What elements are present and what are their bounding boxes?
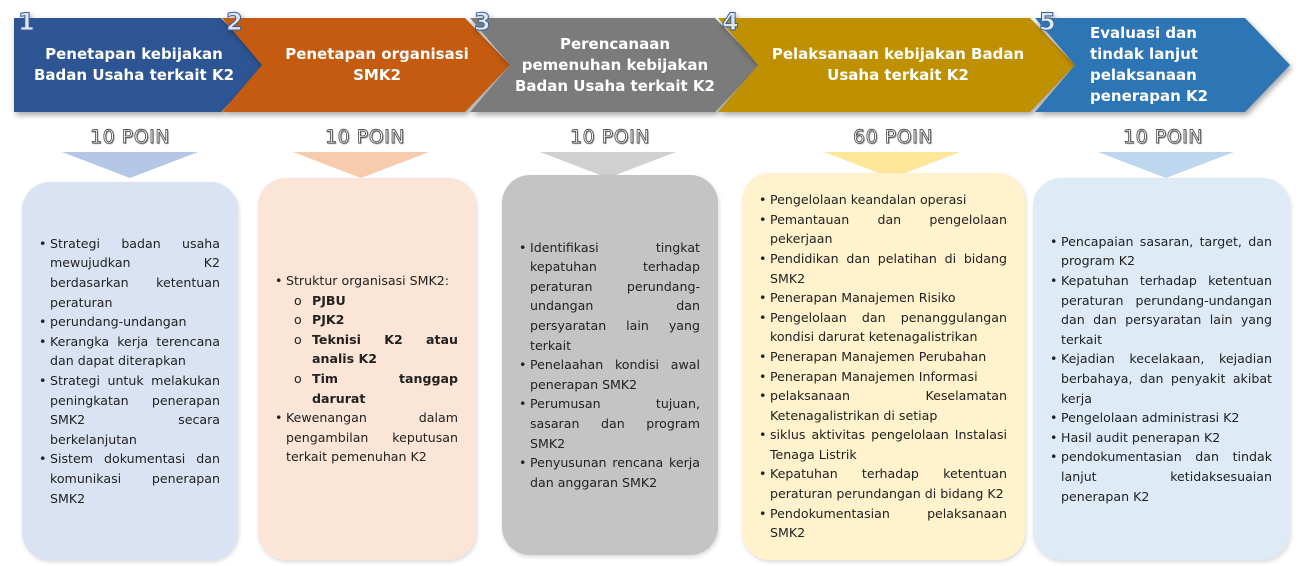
- list-item: Kepatuhan terhadap ketentuan peraturan p…: [1050, 271, 1272, 349]
- list-item: perundang-undangan: [39, 312, 220, 332]
- list-item: Pengelolaan keandalan operasi: [759, 190, 1007, 210]
- detail-list: Pengelolaan keandalan operasiPemantauan …: [742, 190, 1025, 543]
- step-number: 3: [474, 8, 492, 37]
- sub-list-item: Tim tanggap darurat: [286, 369, 458, 408]
- list-item: Penerapan Manajemen Informasi: [759, 367, 1007, 387]
- list-item: Penyusunan rencana kerja dan anggaran SM…: [519, 453, 700, 492]
- list-item: Strategi untuk melakukan peningkatan pen…: [39, 371, 220, 449]
- step-chevron-3: 3 Perencanaan pemenuhan kebijakan Badan U…: [470, 8, 760, 112]
- sub-list-item: PJK2: [286, 310, 458, 330]
- step-title: Evaluasi dan tindak lanjut pelaksanaan p…: [1090, 24, 1209, 105]
- step-title: Penetapan kebijakan Badan Usaha terkait …: [34, 45, 235, 84]
- sub-list-item: PJBU: [286, 291, 458, 311]
- step-chevron-1: 1 Penetapan kebijakan Badan Usaha terkait…: [14, 8, 266, 112]
- list-item: Penerapan Manajemen Risiko: [759, 288, 1007, 308]
- points-label: 10 POIN: [90, 126, 170, 149]
- list-item: Perumusan tujuan, sasaran dan program SM…: [519, 394, 700, 453]
- step-title: Perencanaan pemenuhan kebijakan Badan Us…: [514, 34, 715, 95]
- list-item: Pengelolaan dan penanggulangan kondisi d…: [759, 308, 1007, 347]
- detail-list: Struktur organisasi SMK2:PJBUPJK2Teknisi…: [258, 271, 476, 467]
- list-item: pelaksanaan Keselamatan Ketenagalistrika…: [759, 386, 1007, 425]
- list-item: Kejadian kecelakaan, kejadian berbahaya,…: [1050, 349, 1272, 408]
- list-item: Penelaahan kondisi awal penerapan SMK2: [519, 355, 700, 394]
- detail-list: Identifikasi tingkat kepatuhan terhadap …: [502, 238, 718, 493]
- down-arrow-icon: [62, 152, 198, 178]
- chevron-shape: [222, 18, 510, 112]
- step-detail-box: Pencapaian sasaran, target, dan program …: [1033, 178, 1290, 560]
- list-item: Pendokumentasian pelaksanaan SMK2: [759, 504, 1007, 543]
- list-item: Hasil audit penerapan K2: [1050, 428, 1272, 448]
- step-detail-box: Identifikasi tingkat kepatuhan terhadap …: [502, 175, 718, 555]
- step-number: 2: [226, 8, 244, 37]
- points-label: 60 POIN: [853, 126, 933, 149]
- list-item: Pemantauan dan pengelolaan pekerjaan: [759, 210, 1007, 249]
- step-number: 5: [1039, 8, 1057, 37]
- detail-list: Pencapaian sasaran, target, dan program …: [1033, 232, 1290, 506]
- down-arrow-icon: [1098, 152, 1234, 178]
- sub-list-item: Teknisi K2 atau analis K2: [286, 330, 458, 369]
- step-chevron-2: 2 Penetapan organisasi SMK2: [222, 8, 510, 112]
- step-title: Penetapan organisasi SMK2: [285, 45, 469, 84]
- down-arrow-icon: [540, 152, 676, 178]
- list-item: Identifikasi tingkat kepatuhan terhadap …: [519, 238, 700, 356]
- down-arrow-icon: [293, 152, 429, 178]
- chevron-shape: [1035, 18, 1290, 112]
- step-detail-box: Pengelolaan keandalan operasiPemantauan …: [742, 173, 1025, 560]
- points-label: 10 POIN: [570, 126, 650, 149]
- step-number: 1: [18, 8, 36, 37]
- step-chevron-5: 5 Evaluasi dan tindak lanjut pelaksanaan …: [1035, 8, 1290, 112]
- points-label: 10 POIN: [1123, 126, 1203, 149]
- step-detail-box: Strategi badan usaha mewujudkan K2 berda…: [22, 182, 238, 560]
- step-title: Pelaksanaan kebijakan Badan Usaha terkai…: [771, 45, 1025, 84]
- list-item: Kerangka kerja terencana dan dapat diter…: [39, 332, 220, 371]
- detail-list: Strategi badan usaha mewujudkan K2 berda…: [22, 234, 238, 508]
- step-chevron-4: 4 Pelaksanaan kebijakan Badan Usaha terka…: [718, 8, 1075, 112]
- list-item: Penerapan Manajemen Perubahan: [759, 347, 1007, 367]
- chevron-shape: [14, 18, 266, 112]
- chevron-shape: [718, 18, 1075, 112]
- list-item: Struktur organisasi SMK2:: [275, 271, 458, 291]
- list-item: Sistem dokumentasi dan komunikasi penera…: [39, 449, 220, 508]
- points-label: 10 POIN: [325, 126, 405, 149]
- list-item: Pendidikan dan pelatihan di bidang SMK2: [759, 249, 1007, 288]
- step-number: 4: [722, 8, 740, 37]
- list-item: Kepatuhan terhadap ketentuan peraturan p…: [759, 464, 1007, 503]
- list-item: Strategi badan usaha mewujudkan K2 berda…: [39, 234, 220, 312]
- list-item: Pencapaian sasaran, target, dan program …: [1050, 232, 1272, 271]
- list-item: Kewenangan dalam pengambilan keputusan t…: [275, 408, 458, 467]
- step-detail-box: Struktur organisasi SMK2:PJBUPJK2Teknisi…: [258, 178, 476, 560]
- list-item: siklus aktivitas pengelolaan Instalasi T…: [759, 425, 1007, 464]
- chevron-shape: [470, 18, 760, 112]
- list-item: Pengelolaan administrasi K2: [1050, 408, 1272, 428]
- list-item: pendokumentasian dan tindak lanjut ketid…: [1050, 447, 1272, 506]
